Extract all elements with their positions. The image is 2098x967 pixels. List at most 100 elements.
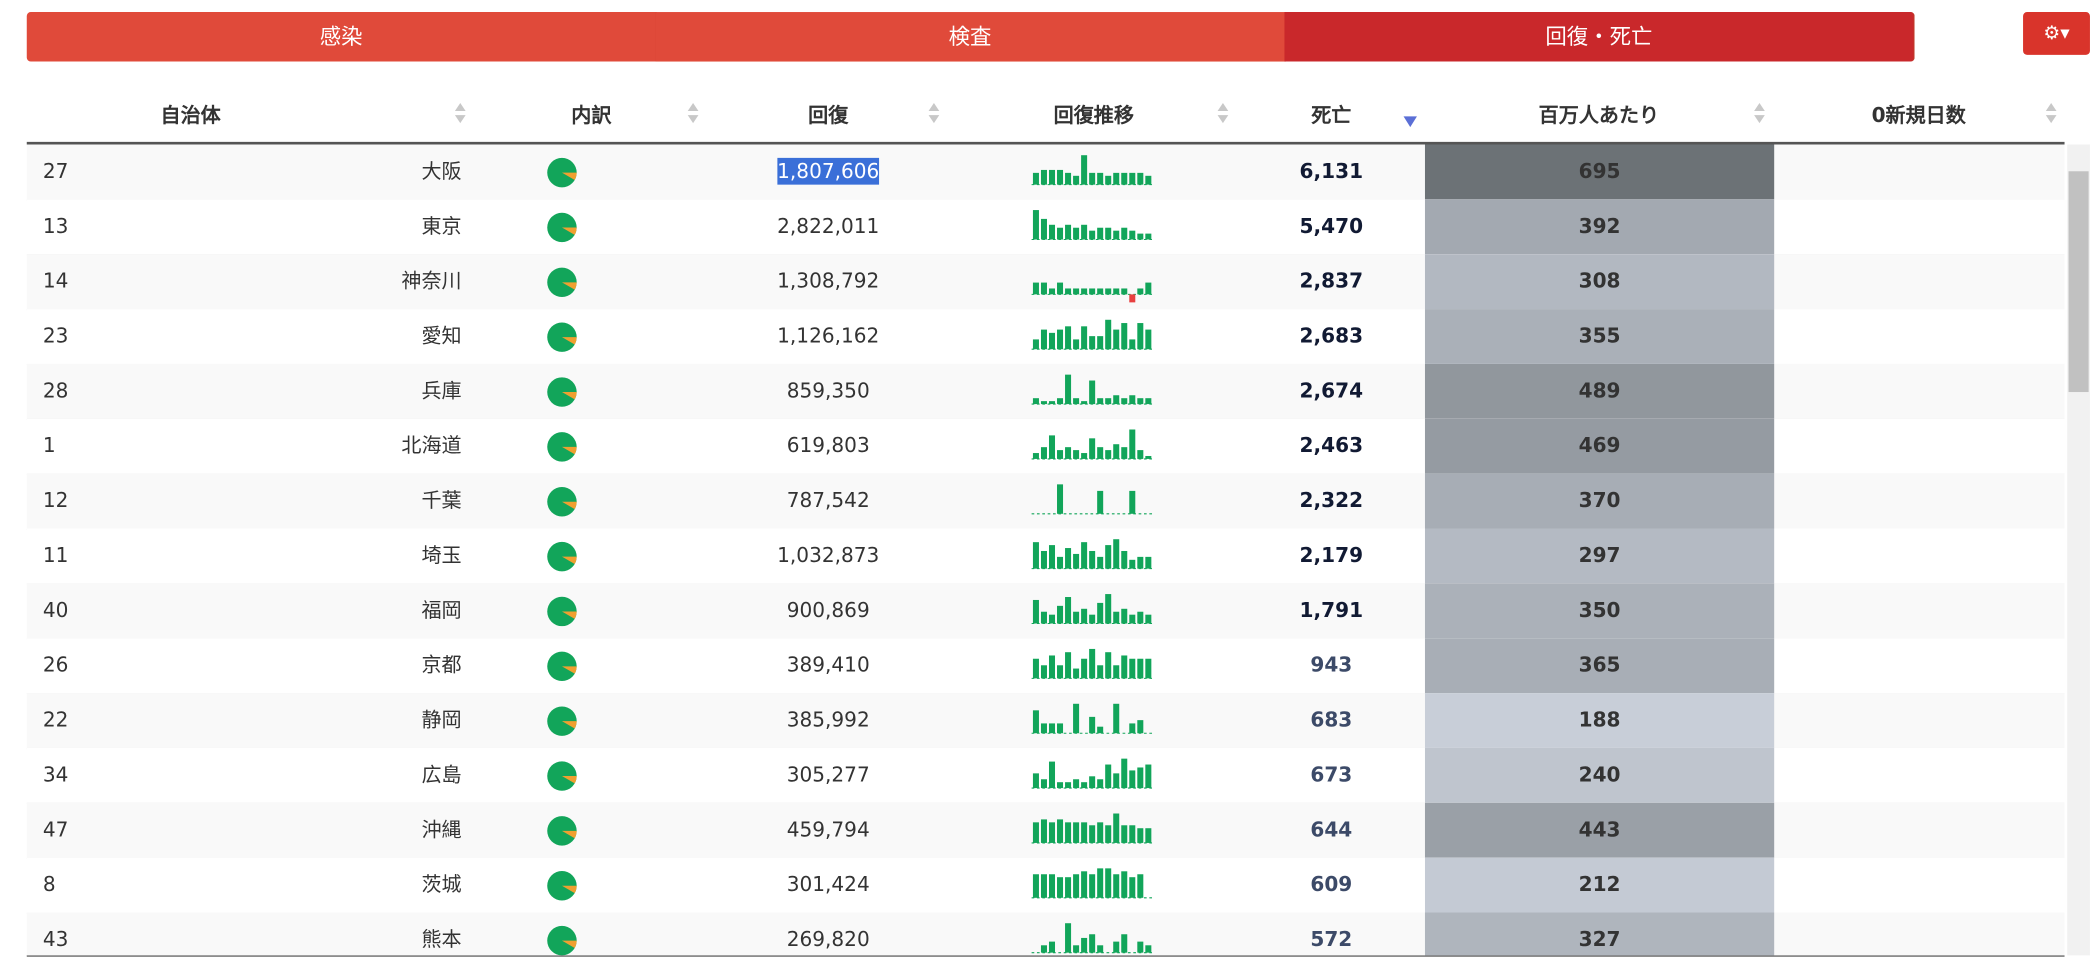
pie-slice: [561, 227, 577, 235]
trend-bar: [1048, 941, 1056, 953]
prefecture: 大阪: [421, 159, 462, 184]
trend-bar: [1129, 395, 1136, 405]
trend-bar: [1129, 490, 1136, 514]
trend-bar: [1089, 934, 1096, 953]
recovered: 459,794: [749, 803, 907, 858]
trend-bar: [1040, 282, 1047, 295]
prefecture: 愛知: [421, 323, 462, 348]
recovered: 305,277: [749, 748, 907, 803]
pie-bg: [547, 706, 577, 736]
trend-bar: [1065, 548, 1072, 569]
deaths: 683: [1310, 707, 1353, 732]
breakdown-pie: [547, 925, 577, 956]
deaths: 2,674: [1299, 378, 1364, 403]
trend-bar: [1129, 770, 1136, 789]
prefecture: 兵庫: [421, 378, 462, 403]
recovered: 389,410: [749, 638, 907, 693]
trend-bar: [1121, 398, 1128, 405]
pie-bg: [547, 212, 577, 243]
sparkline: [1031, 374, 1154, 405]
trend-bar: [1073, 874, 1080, 898]
trend-bar: [1129, 825, 1136, 843]
trend-bar: [1073, 175, 1080, 185]
tab[interactable]: 検査: [655, 12, 1286, 62]
trend-bar: [1105, 825, 1112, 843]
recovered: 787,542: [749, 474, 907, 529]
breakdown-pie: [547, 871, 577, 901]
pie-bg: [547, 871, 577, 901]
trend-bar: [1089, 172, 1096, 185]
column-header[interactable]: 回復推移: [1053, 103, 1134, 128]
pie-bg: [547, 596, 577, 627]
table-row: 8 茨城 301,424 609 212: [26, 857, 2065, 914]
trend-bar: [1065, 597, 1072, 624]
trend-bar: [1105, 594, 1112, 624]
per-million: 365: [1424, 638, 1775, 694]
trend-bar: [1048, 614, 1056, 624]
trend-bar: [1057, 282, 1064, 295]
tab-active[interactable]: 回復・死亡: [1284, 12, 1915, 62]
trend-bar: [1113, 288, 1120, 295]
per-million: 695: [1424, 144, 1775, 200]
code: 14: [42, 268, 69, 294]
trend-bar: [1081, 224, 1088, 240]
sparkline: [1031, 539, 1154, 570]
trend-bar: [1097, 665, 1104, 679]
trend-bar: [1113, 172, 1120, 185]
trend-bar: [1040, 665, 1047, 679]
prefecture: 千葉: [421, 488, 462, 513]
pie-bg: [547, 925, 577, 956]
column-header[interactable]: 死亡: [1311, 103, 1352, 128]
table-body: 27 大阪 1,807,606 6,131 695 13 東京 2,822,011 5,470 3…: [26, 144, 2065, 957]
trend-bar: [1032, 210, 1039, 240]
trend-bar: [1032, 773, 1039, 789]
recovered-value: 787,542: [786, 488, 870, 513]
trend-bar: [1089, 648, 1096, 679]
column-header[interactable]: 回復: [808, 103, 849, 128]
trend-bar: [1105, 398, 1112, 405]
trend-bar: [1113, 665, 1120, 679]
trend-bar: [1121, 172, 1128, 185]
trend-bar: [1113, 395, 1120, 405]
code: 34: [42, 762, 69, 787]
trend-bar: [1113, 773, 1120, 789]
tab[interactable]: 感染: [26, 12, 657, 62]
scrollbar[interactable]: [2067, 144, 2090, 956]
settings-button[interactable]: ⚙▾: [2023, 12, 2090, 55]
trend-bar: [1121, 288, 1128, 295]
deaths: 2,322: [1299, 488, 1364, 513]
sparkline: [1031, 594, 1154, 625]
pie-slice: [561, 940, 577, 948]
pie-slice: [561, 446, 577, 455]
trend-bar: [1121, 655, 1128, 679]
trend-bar: [1137, 767, 1144, 789]
pie-bg: [547, 377, 577, 407]
trend-bar: [1113, 444, 1120, 459]
trend-bar: [1089, 776, 1096, 789]
per-million: 240: [1424, 747, 1775, 803]
sort-icons: [26, 103, 2065, 145]
trend-bar: [1073, 553, 1080, 569]
column-header[interactable]: 内訳: [571, 103, 612, 128]
trend-bar: [1137, 556, 1144, 569]
recovered: 1,308,792: [749, 254, 907, 309]
recovered-value: 1,308,792: [777, 268, 880, 294]
trend-bar: [1057, 723, 1064, 734]
column-header[interactable]: 百万人あたり: [1538, 103, 1660, 128]
breakdown-pie: [547, 487, 577, 517]
column-header[interactable]: 0新規日数: [1871, 103, 1966, 128]
trend-bar: [1057, 877, 1064, 898]
column-header[interactable]: 自治体: [160, 103, 221, 128]
pie-bg: [547, 432, 577, 462]
trend-bar: [1089, 825, 1096, 843]
trend-bar: [1040, 874, 1047, 898]
trend-bar: [1137, 941, 1144, 953]
code: 22: [42, 707, 69, 732]
trend-bar: [1097, 447, 1104, 459]
trend-bar: [1129, 339, 1136, 350]
trend-bar: [1113, 874, 1120, 898]
recovered-value: 1,126,162: [777, 323, 880, 348]
breakdown-pie: [547, 706, 577, 736]
trend-bar: [1040, 218, 1047, 240]
deaths: 2,837: [1299, 268, 1364, 294]
